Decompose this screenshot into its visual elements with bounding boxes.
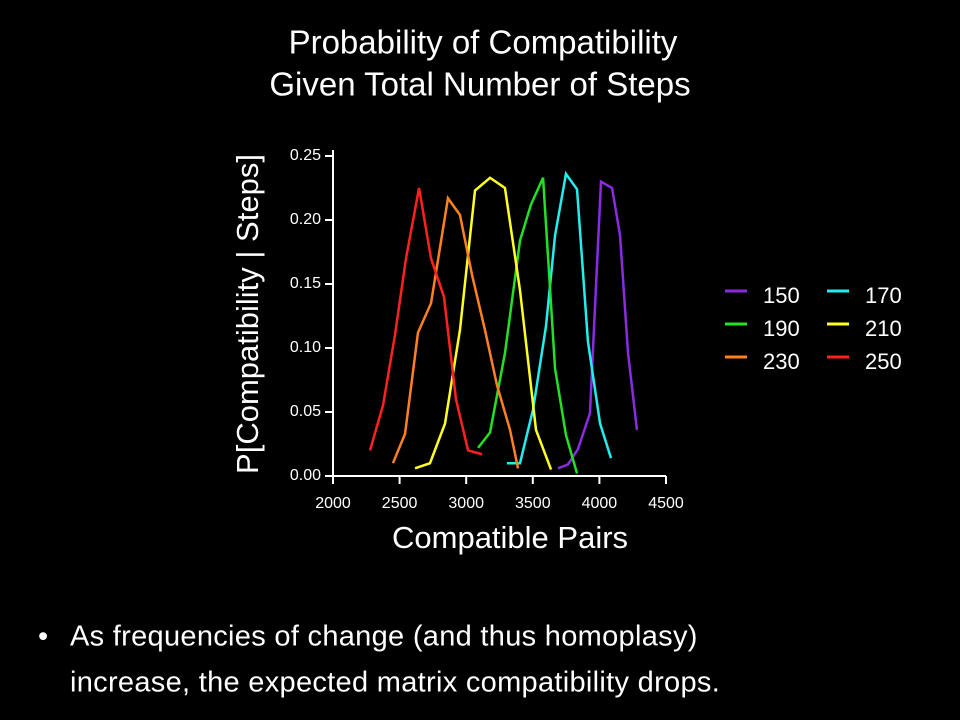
x-tick-label: 2500	[382, 495, 418, 512]
x-axis-label: Compatible Pairs	[392, 520, 628, 555]
x-tick-label: 4000	[582, 495, 618, 512]
data-line	[477, 177, 579, 474]
legend-label: 250	[865, 349, 902, 374]
x-tick-label: 4500	[648, 495, 684, 512]
legend-label: 210	[865, 316, 902, 341]
y-tick-label: 0.15	[290, 275, 321, 292]
data-line	[506, 170, 613, 465]
legend-label: 190	[763, 316, 800, 341]
y-tick-label: 0.05	[290, 403, 321, 420]
data-line	[368, 187, 483, 456]
x-tick-label: 2000	[315, 495, 351, 512]
data-line	[414, 176, 553, 471]
x-tick-label: 3500	[515, 495, 551, 512]
data-line	[391, 195, 520, 469]
data-line	[557, 179, 639, 470]
bullet-text: As frequencies of change (and thus homop…	[70, 621, 698, 653]
y-tick-label: 0.20	[290, 211, 321, 228]
legend-label: 230	[763, 349, 800, 374]
y-axis-label: P[Compatibility | Steps]	[230, 154, 265, 474]
bullet-marker: •	[38, 621, 48, 653]
slide-title: Probability of Compatibility	[289, 24, 678, 61]
bullet-text: increase, the expected matrix compatibil…	[70, 667, 720, 699]
y-tick-label: 0.00	[290, 467, 321, 484]
legend-label: 150	[763, 283, 800, 308]
slide-title: Given Total Number of Steps	[269, 66, 690, 103]
x-tick-label: 3000	[448, 495, 484, 512]
y-tick-label: 0.10	[290, 339, 321, 356]
y-tick-label: 0.25	[290, 147, 321, 164]
legend-label: 170	[865, 283, 902, 308]
